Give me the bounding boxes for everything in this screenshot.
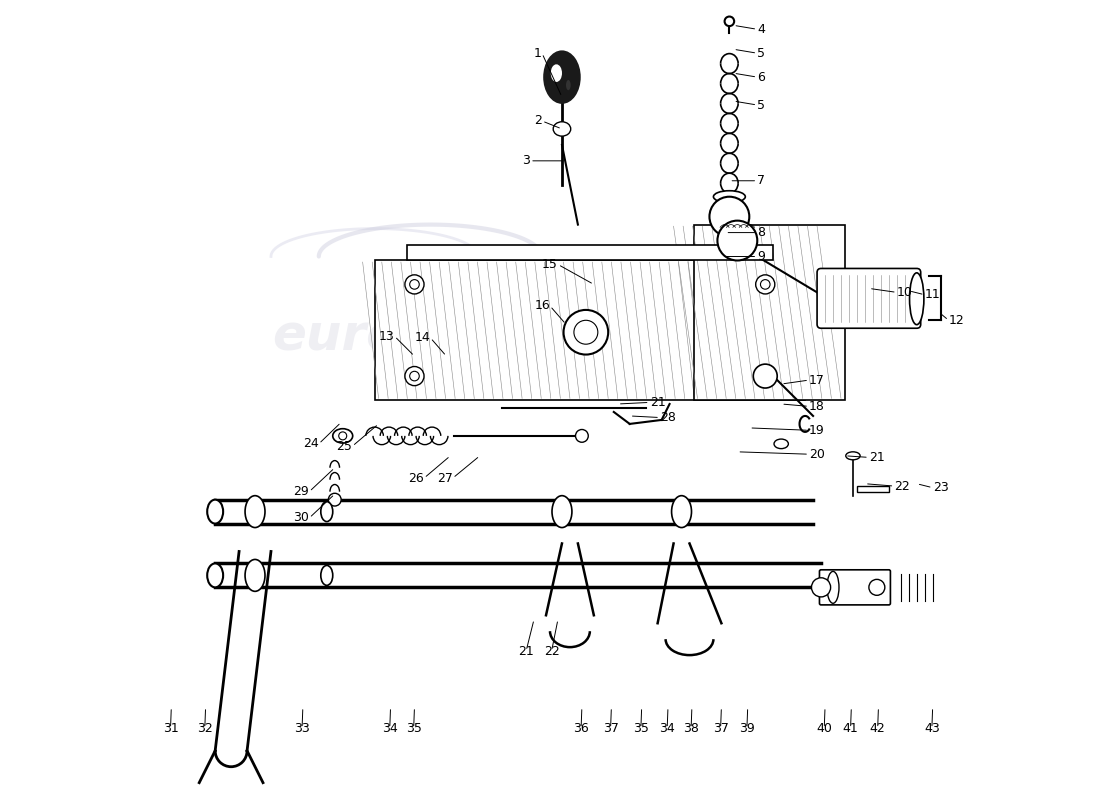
Text: 38: 38	[683, 722, 698, 735]
Text: 27: 27	[437, 472, 453, 485]
Text: 1: 1	[535, 46, 542, 60]
Text: 12: 12	[948, 314, 965, 326]
Text: eurospares: eurospares	[427, 341, 673, 379]
Circle shape	[869, 579, 884, 595]
Text: 5: 5	[757, 46, 766, 60]
Ellipse shape	[552, 496, 572, 527]
Text: 43: 43	[924, 722, 939, 735]
Ellipse shape	[846, 452, 860, 460]
Text: 22: 22	[543, 645, 560, 658]
Text: 35: 35	[632, 722, 649, 735]
Circle shape	[409, 371, 419, 381]
Text: 3: 3	[522, 154, 530, 167]
Text: 7: 7	[757, 174, 766, 187]
Text: 10: 10	[896, 286, 913, 299]
Text: 21: 21	[518, 645, 534, 658]
Text: 15: 15	[542, 258, 558, 271]
Circle shape	[756, 366, 774, 386]
Text: 35: 35	[406, 722, 421, 735]
Text: 39: 39	[739, 722, 755, 735]
Ellipse shape	[910, 273, 924, 325]
Circle shape	[409, 280, 419, 289]
Circle shape	[405, 366, 424, 386]
Ellipse shape	[333, 429, 353, 443]
Ellipse shape	[245, 496, 265, 527]
Text: 41: 41	[843, 722, 858, 735]
Text: 40: 40	[816, 722, 833, 735]
Text: 42: 42	[870, 722, 886, 735]
FancyBboxPatch shape	[820, 570, 890, 605]
Circle shape	[710, 197, 749, 237]
Text: 17: 17	[810, 374, 825, 386]
Text: 5: 5	[757, 98, 766, 111]
Circle shape	[339, 432, 346, 440]
Circle shape	[574, 320, 597, 344]
Ellipse shape	[321, 566, 333, 586]
Text: 20: 20	[810, 448, 825, 461]
Text: 32: 32	[197, 722, 212, 735]
Circle shape	[760, 280, 770, 289]
Text: 18: 18	[810, 400, 825, 413]
Ellipse shape	[207, 563, 223, 587]
Circle shape	[760, 371, 770, 381]
Text: 37: 37	[603, 722, 618, 735]
Ellipse shape	[565, 79, 572, 91]
Text: 11: 11	[925, 288, 940, 302]
Ellipse shape	[827, 571, 839, 603]
Circle shape	[725, 17, 734, 26]
Text: 21: 21	[650, 396, 666, 409]
Text: 29: 29	[294, 485, 309, 498]
FancyBboxPatch shape	[817, 269, 921, 328]
Text: 30: 30	[294, 511, 309, 525]
Text: 26: 26	[408, 472, 424, 485]
Text: 31: 31	[163, 722, 178, 735]
Text: 36: 36	[573, 722, 588, 735]
Text: 34: 34	[659, 722, 675, 735]
Text: 8: 8	[757, 226, 766, 239]
Ellipse shape	[714, 190, 746, 202]
Text: 2: 2	[535, 114, 542, 127]
Bar	[857, 486, 889, 492]
Ellipse shape	[551, 65, 561, 81]
Text: 25: 25	[337, 440, 352, 453]
Text: 14: 14	[415, 331, 430, 344]
Ellipse shape	[544, 51, 580, 103]
Circle shape	[812, 578, 830, 597]
Text: 33: 33	[294, 722, 310, 735]
Text: eurospares: eurospares	[273, 312, 588, 360]
Bar	[693, 225, 845, 400]
Circle shape	[717, 221, 757, 261]
Text: 22: 22	[894, 479, 910, 493]
Bar	[375, 261, 805, 400]
Text: 34: 34	[382, 722, 397, 735]
Text: 19: 19	[810, 424, 825, 437]
Text: 21: 21	[869, 451, 884, 464]
Circle shape	[754, 364, 778, 388]
Text: 37: 37	[713, 722, 728, 735]
Circle shape	[405, 275, 424, 294]
Circle shape	[329, 494, 341, 506]
Circle shape	[563, 310, 608, 354]
Text: 4: 4	[757, 22, 766, 36]
Ellipse shape	[207, 500, 223, 523]
Text: 13: 13	[378, 330, 395, 342]
Circle shape	[756, 275, 774, 294]
Ellipse shape	[321, 502, 333, 522]
Circle shape	[575, 430, 589, 442]
Text: 16: 16	[535, 299, 550, 313]
Ellipse shape	[672, 496, 692, 527]
Ellipse shape	[774, 439, 789, 449]
Ellipse shape	[245, 559, 265, 591]
Text: 6: 6	[757, 70, 766, 84]
Text: 9: 9	[757, 250, 766, 263]
Ellipse shape	[553, 122, 571, 136]
Text: 28: 28	[660, 411, 675, 424]
Text: 23: 23	[933, 481, 948, 494]
Bar	[407, 245, 773, 261]
Text: 24: 24	[304, 438, 319, 450]
